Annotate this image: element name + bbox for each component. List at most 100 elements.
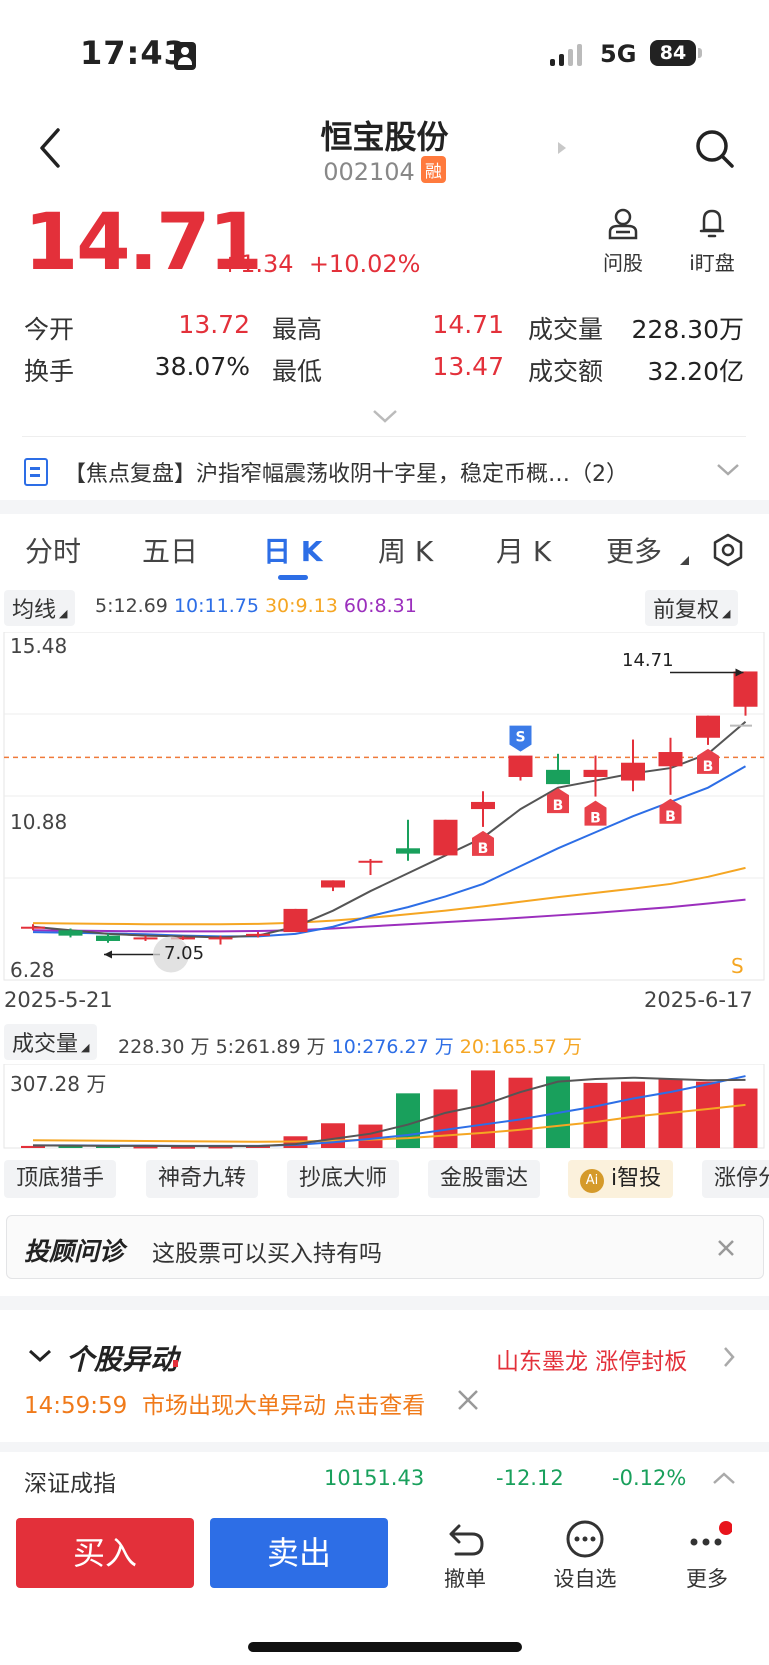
kline-chart[interactable]: B B B B B S [0,632,769,984]
sell-marker-label: S [515,730,525,746]
min-arrow-head [104,950,112,959]
cancel-order-button[interactable]: 撤单 [425,1520,505,1593]
cancel-order-label: 撤单 [444,1567,486,1591]
anomaly-chevron-icon[interactable] [722,1346,736,1372]
kline-s-marker: S [731,954,744,978]
buy-marker [584,800,607,826]
turnover-label: 换手 [24,357,75,386]
tool-top-bottom-hunter[interactable]: 顶底猎手 [4,1160,117,1198]
candle-body [508,755,533,777]
ask-close-icon[interactable] [716,1238,736,1262]
low-value: 13.47 [432,352,504,381]
anomaly-time: 14:59:59 [24,1393,128,1419]
chart-settings-icon[interactable] [710,532,746,572]
index-change-pct: -0.12% [612,1466,687,1490]
back-arrow-icon[interactable] [38,128,66,168]
status-time: 17:43 [80,34,187,72]
price-change: +1.34 +10.02% [220,250,420,278]
tab-monthly-k[interactable]: 月 K [496,535,552,568]
news-chevron-icon[interactable] [716,462,740,482]
divider [22,436,746,437]
candle-body [283,908,308,933]
ask-stock-button[interactable]: 问股 [596,206,650,276]
search-icon[interactable] [694,128,736,174]
volume-bar [321,1123,345,1148]
current-price: 14.71 [24,198,263,288]
sell-marker [509,725,532,752]
ma60-value: 60:8.31 [343,595,417,617]
kline-ma10-line [32,765,746,938]
volume-selector[interactable]: 成交量 ◢ [4,1024,98,1060]
tool-smart-invest[interactable]: Ai i智投 [568,1160,674,1198]
watch-board-button[interactable]: i盯盘 [676,206,748,276]
tab-daily-k[interactable]: 日 K [263,535,323,568]
anomaly-close-icon[interactable] [456,1388,480,1416]
candle-body [433,819,458,856]
volume-current: 228.30 万 [118,1036,210,1058]
anomaly-title-accent [173,1360,178,1367]
tab-more[interactable]: 更多 [606,535,663,568]
buy-button[interactable]: 买入 [16,1518,194,1588]
buy-marker [547,788,569,814]
ask-question[interactable]: 这股票可以买入持有吗 [152,1241,382,1267]
tool-smart-invest-label: i智投 [611,1166,662,1191]
candle-body [208,937,233,940]
adjust-selector[interactable]: 前复权 ◢ [645,590,739,626]
ask-box[interactable] [6,1215,764,1279]
volume-chart[interactable] [0,1064,769,1150]
index-value: 10151.43 [324,1466,425,1490]
volume-ma5: 5:261.89 万 [215,1036,326,1058]
tool-limit-up[interactable]: 涨停分 [702,1160,769,1198]
battery-icon: 84 [650,40,696,66]
stats-grid: 今开 13.72 最高 14.71 成交量 228.30万 换手 38.07% … [0,308,769,388]
ask-brand: 投顾问诊 [24,1237,125,1266]
volume-frame [3,1064,765,1149]
tab-five-day[interactable]: 五日 [142,535,199,568]
collapse-chevron-icon[interactable] [28,1348,52,1368]
sell-button[interactable]: 卖出 [210,1518,388,1588]
volume-ma10: 10:276.27 万 [331,1036,454,1058]
ma-selector[interactable]: 均线 ◢ [4,590,76,626]
volume-bar [171,1146,195,1149]
anomaly-detail[interactable]: 14:59:59 市场出现大单异动 点击查看 [24,1386,425,1420]
candle-body [321,880,345,888]
tab-intraday[interactable]: 分时 [25,535,82,568]
index-row[interactable]: 深证成指 10151.43 -12.12 -0.12% [0,1452,769,1502]
tool-gold-radar[interactable]: 金股雷达 [428,1160,541,1198]
expand-chevron-icon[interactable] [372,408,398,428]
add-watchlist-button[interactable]: 设自选 [545,1520,625,1593]
ma30-value: 30:9.13 [264,595,338,617]
volume-value: 228.30万 [631,315,744,344]
volume-bar [433,1089,458,1148]
ask-stock-label: 问股 [603,251,643,275]
section-divider-3 [0,1442,769,1452]
tool-bottom-master[interactable]: 抄底大师 [287,1160,400,1198]
buy-marker-label: B [553,798,564,814]
change-amount: +1.34 [220,250,294,278]
tab-more-caret-icon [680,556,689,565]
anomaly-related[interactable]: 山东墨龙 涨停封板 [496,1349,688,1375]
buy-marker [659,798,682,824]
signal-icon [550,44,588,66]
volume-selector-caret-icon: ◢ [81,1041,90,1054]
volume-label: 成交量 [528,315,604,344]
tool-magic-nine[interactable]: 神奇九转 [146,1160,259,1198]
news-headline[interactable]: 【焦点复盘】沪指窄幅震荡收阴十字星，稳定币概…（2） [64,462,628,487]
more-label: 更多 [686,1567,728,1591]
ma-values: 5:12.69 10:11.75 30:9.13 60:8.31 [95,595,417,617]
ma-selector-caret-icon: ◢ [59,607,68,620]
battery-tip [698,48,702,58]
max-arrow-head [735,668,744,677]
volume-bar [21,1145,45,1148]
network-type: 5G [600,40,637,68]
section-divider [0,500,769,514]
volume-ma20-line [32,1103,746,1143]
anomaly-title: 个股异动 [66,1343,179,1376]
tab-weekly-k[interactable]: 周 K [378,535,434,568]
index-expand-icon[interactable] [712,1470,736,1489]
buy-marker [697,748,719,774]
next-stock-icon[interactable] [556,140,568,160]
more-button[interactable]: 更多 [667,1520,747,1593]
candle-body [246,933,270,936]
low-label: 最低 [272,357,323,386]
